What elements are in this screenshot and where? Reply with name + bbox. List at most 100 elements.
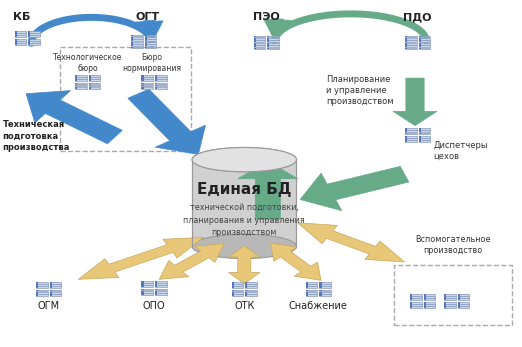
- Bar: [306, 290, 317, 291]
- Bar: [424, 306, 435, 308]
- Bar: [319, 282, 322, 284]
- Bar: [145, 35, 147, 36]
- Bar: [131, 42, 133, 44]
- Bar: [419, 133, 421, 134]
- Polygon shape: [270, 243, 321, 280]
- Bar: [444, 298, 446, 300]
- Bar: [444, 304, 446, 306]
- Bar: [131, 35, 133, 36]
- Bar: [405, 136, 417, 138]
- Bar: [36, 282, 38, 284]
- Bar: [75, 79, 87, 81]
- Bar: [306, 294, 308, 296]
- Bar: [60, 47, 191, 151]
- Bar: [155, 291, 167, 293]
- Bar: [424, 304, 426, 306]
- Bar: [410, 302, 422, 304]
- Bar: [306, 286, 308, 288]
- Bar: [50, 292, 52, 294]
- Bar: [50, 284, 52, 286]
- Bar: [15, 31, 26, 33]
- Bar: [155, 85, 167, 86]
- Bar: [424, 298, 426, 300]
- Bar: [131, 35, 143, 36]
- Bar: [419, 48, 421, 49]
- Bar: [405, 48, 417, 49]
- Bar: [36, 286, 48, 288]
- Bar: [155, 285, 167, 287]
- Bar: [155, 281, 167, 283]
- Bar: [155, 285, 157, 287]
- Bar: [36, 290, 38, 291]
- Bar: [254, 38, 265, 40]
- Bar: [245, 286, 247, 288]
- Bar: [267, 48, 269, 49]
- Bar: [89, 79, 100, 81]
- Bar: [405, 138, 417, 140]
- Bar: [254, 48, 265, 49]
- Bar: [405, 43, 417, 45]
- Bar: [394, 265, 512, 325]
- Bar: [141, 83, 144, 84]
- Bar: [145, 39, 156, 41]
- Bar: [424, 302, 426, 304]
- Bar: [28, 41, 30, 43]
- Text: ОГТ: ОГТ: [136, 12, 160, 22]
- Bar: [419, 128, 421, 130]
- Bar: [89, 75, 100, 77]
- Bar: [254, 38, 256, 40]
- Bar: [458, 298, 460, 300]
- Bar: [419, 40, 430, 42]
- Bar: [141, 283, 144, 285]
- Bar: [245, 282, 247, 284]
- Polygon shape: [238, 161, 298, 219]
- Bar: [245, 292, 257, 294]
- Bar: [319, 286, 331, 288]
- Bar: [89, 87, 100, 88]
- Bar: [155, 281, 157, 283]
- Bar: [75, 83, 77, 84]
- Bar: [306, 292, 317, 294]
- Text: ОГМ: ОГМ: [38, 301, 60, 311]
- Bar: [141, 75, 153, 77]
- Bar: [232, 282, 243, 284]
- Bar: [50, 286, 52, 288]
- Bar: [254, 45, 265, 47]
- Bar: [444, 294, 446, 296]
- Bar: [145, 44, 147, 46]
- Bar: [424, 294, 435, 296]
- Bar: [131, 42, 143, 44]
- Bar: [141, 83, 153, 84]
- Bar: [419, 45, 430, 47]
- Bar: [319, 294, 322, 296]
- Bar: [254, 40, 256, 42]
- Bar: [245, 284, 247, 286]
- Bar: [458, 306, 460, 308]
- Bar: [89, 75, 91, 77]
- Bar: [75, 77, 77, 79]
- Text: Планирование
и управление
производством: Планирование и управление производством: [326, 75, 394, 106]
- Bar: [254, 36, 265, 37]
- Bar: [36, 282, 48, 284]
- Bar: [232, 286, 243, 288]
- Bar: [419, 38, 421, 40]
- Bar: [419, 138, 430, 140]
- Bar: [50, 294, 61, 296]
- Bar: [36, 294, 48, 296]
- Bar: [232, 292, 234, 294]
- Bar: [145, 46, 147, 48]
- Bar: [405, 140, 417, 142]
- Bar: [131, 46, 143, 48]
- Bar: [306, 292, 308, 294]
- Bar: [458, 304, 460, 306]
- Bar: [75, 79, 77, 81]
- Bar: [319, 284, 322, 286]
- Bar: [15, 39, 17, 41]
- Bar: [419, 36, 421, 37]
- Text: Бюро
нормирования: Бюро нормирования: [122, 53, 181, 73]
- Bar: [75, 75, 77, 77]
- Bar: [145, 42, 156, 44]
- Bar: [419, 140, 430, 142]
- Bar: [419, 45, 421, 47]
- Bar: [458, 306, 469, 308]
